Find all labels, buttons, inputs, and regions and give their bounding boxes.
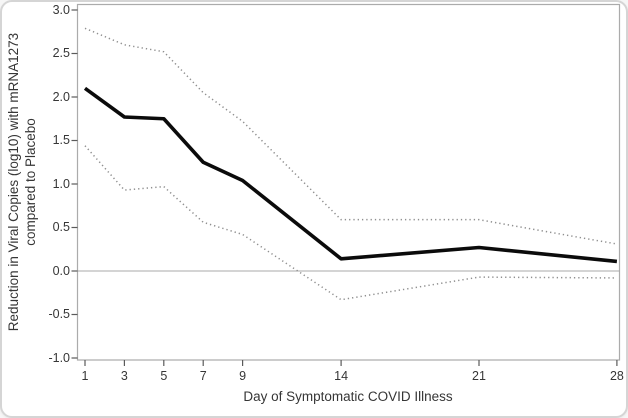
x-tick-label: 1 [81,369,89,383]
x-tick-label: 14 [334,369,349,383]
series-upper-95pct-confidence-bound [84,27,618,245]
x-tick-label: 28 [609,369,624,383]
y-tick-label: 1.0 [52,176,70,191]
y-tick-label: 2.0 [52,89,70,104]
y-tick-label: -0.5 [48,307,70,321]
y-tick-label: -1.0 [48,350,70,365]
x-tick-label: 9 [239,369,247,383]
plot-frame [76,3,621,361]
x-tick-label: 7 [199,369,207,383]
y-tick-label: 2.5 [52,46,70,60]
y-tick-label: 0.0 [52,263,70,278]
series-mrna1273-point-estimate [83,86,618,264]
y-tick-label: 0.5 [52,220,70,234]
x-tick-label: 21 [472,369,486,383]
series-lower-95pct-confidence-bound [84,145,617,301]
x-axis-title: Day of Symptomatic COVID Illness [243,389,453,404]
y-tick-label: 1.5 [52,133,70,147]
x-tick-label: 5 [160,369,168,383]
y-tick-label: 3.0 [52,2,70,17]
y-axis-title-line1: Reduction in Viral Copies (log10) with m… [6,32,21,332]
x-tick-label: 3 [120,369,128,383]
